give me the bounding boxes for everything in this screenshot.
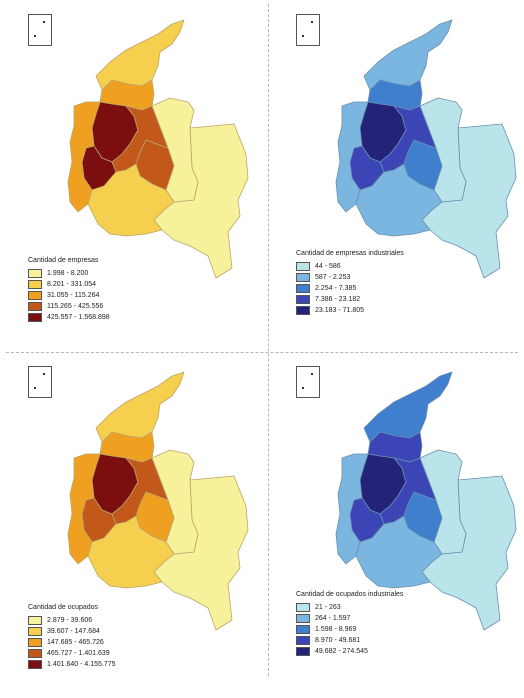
legend-label: 31.055 - 115.264 xyxy=(47,292,100,299)
legend-swatch xyxy=(28,313,42,322)
legend-swatch xyxy=(28,291,42,300)
legend-item: 115.265 - 425.556 xyxy=(28,302,138,311)
choropleth-map-ocupados xyxy=(67,371,249,631)
legend-item: 39.607 - 147.684 xyxy=(28,627,138,636)
legend-title: Cantidad de ocupados xyxy=(28,604,99,611)
legend-item: 1.998 - 8.200 xyxy=(28,269,138,278)
island-inset-box xyxy=(28,366,52,398)
legend-item: 264 - 1.597 xyxy=(296,614,406,623)
choropleth-map-empresas-industriales xyxy=(335,19,517,279)
legend-swatch xyxy=(28,269,42,278)
map-region-pacific xyxy=(67,453,101,565)
legend-item: 1.401.640 - 4.155.775 xyxy=(28,660,138,669)
island-inset-box xyxy=(296,14,320,46)
legend-label: 587 - 2.253 xyxy=(315,274,351,281)
map-legend: Cantidad de ocupados 2.879 - 39.606 39.6… xyxy=(28,603,138,671)
legend-title: Cantidad de empresas xyxy=(28,257,99,264)
legend-swatch xyxy=(296,603,310,612)
legend-item: 44 - 586 xyxy=(296,262,406,271)
map-region-caribe-n xyxy=(95,371,185,443)
legend-label: 147.685 - 465.726 xyxy=(47,639,104,646)
legend-item: 465.727 - 1.401.639 xyxy=(28,649,138,658)
map-region-south xyxy=(355,163,443,237)
legend-swatch xyxy=(296,614,310,623)
legend-swatch xyxy=(296,295,310,304)
map-region-pacific xyxy=(335,101,369,213)
legend-swatch xyxy=(296,306,310,315)
map-panel-empresas: Cantidad de empresas 1.998 - 8.200 8.201… xyxy=(2,6,264,346)
legend-swatch xyxy=(28,660,42,669)
legend-label: 264 - 1.597 xyxy=(315,615,351,622)
legend-item: 49.682 - 274.545 xyxy=(296,647,406,656)
map-region-caribe-n xyxy=(363,371,453,443)
island-inset-box xyxy=(28,14,52,46)
legend-swatch xyxy=(296,636,310,645)
legend-label: 7.386 - 23.182 xyxy=(315,296,361,303)
legend-label: 23.183 - 71.805 xyxy=(315,307,365,314)
legend-title: Cantidad de empresas industriales xyxy=(296,250,404,257)
legend-item: 425.557 - 1.568.898 xyxy=(28,313,138,322)
legend-item: 8.970 - 49.681 xyxy=(296,636,406,645)
map-region-south xyxy=(355,515,443,589)
legend-label: 465.727 - 1.401.639 xyxy=(47,650,110,657)
island-inset-box xyxy=(296,366,320,398)
legend-item: 23.183 - 71.805 xyxy=(296,306,406,315)
legend-swatch xyxy=(28,638,42,647)
legend-label: 115.265 - 425.556 xyxy=(47,303,104,310)
legend-label: 2.879 - 39.606 xyxy=(47,617,93,624)
map-panel-ocupados-industriales: Cantidad de ocupados industriales 21 - 2… xyxy=(270,358,524,698)
legend-item: 587 - 2.253 xyxy=(296,273,406,282)
choropleth-map-ocupados-industriales xyxy=(335,371,517,631)
legend-swatch xyxy=(296,273,310,282)
map-region-pacific xyxy=(67,101,101,213)
legend-swatch xyxy=(28,627,42,636)
legend-item: 2.879 - 39.606 xyxy=(28,616,138,625)
horizontal-divider xyxy=(6,352,518,353)
legend-title: Cantidad de ocupados industriales xyxy=(296,591,404,598)
legend-label: 8.970 - 49.681 xyxy=(315,637,361,644)
vertical-divider xyxy=(268,4,269,676)
legend-swatch xyxy=(296,647,310,656)
legend-label: 21 - 263 xyxy=(315,604,341,611)
legend-item: 31.055 - 115.264 xyxy=(28,291,138,300)
legend-label: 1.998 - 8.200 xyxy=(47,270,89,277)
legend-swatch xyxy=(28,302,42,311)
legend-label: 39.607 - 147.684 xyxy=(47,628,100,635)
legend-label: 8.201 - 331.054 xyxy=(47,281,97,288)
map-legend: Cantidad de empresas 1.998 - 8.200 8.201… xyxy=(28,256,138,324)
map-region-south xyxy=(87,163,175,237)
legend-item: 1.598 - 8.969 xyxy=(296,625,406,634)
legend-label: 1.598 - 8.969 xyxy=(315,626,357,633)
map-region-south xyxy=(87,515,175,589)
map-legend: Cantidad de ocupados industriales 21 - 2… xyxy=(296,590,406,658)
map-region-caribe-n xyxy=(363,19,453,91)
legend-swatch xyxy=(296,284,310,293)
legend-swatch xyxy=(296,262,310,271)
map-region-pacific xyxy=(335,453,369,565)
legend-item: 7.386 - 23.182 xyxy=(296,295,406,304)
legend-item: 147.685 - 465.726 xyxy=(28,638,138,647)
legend-swatch xyxy=(28,649,42,658)
legend-item: 21 - 263 xyxy=(296,603,406,612)
choropleth-map-empresas xyxy=(67,19,249,279)
map-region-caribe-n xyxy=(95,19,185,91)
legend-item: 2.254 - 7.385 xyxy=(296,284,406,293)
legend-label: 44 - 586 xyxy=(315,263,341,270)
legend-label: 425.557 - 1.568.898 xyxy=(47,314,110,321)
map-panel-ocupados: Cantidad de ocupados 2.879 - 39.606 39.6… xyxy=(2,358,264,698)
map-legend: Cantidad de empresas industriales 44 - 5… xyxy=(296,249,406,317)
map-panel-empresas-industriales: Cantidad de empresas industriales 44 - 5… xyxy=(270,6,524,346)
legend-label: 2.254 - 7.385 xyxy=(315,285,357,292)
legend-item: 8.201 - 331.054 xyxy=(28,280,138,289)
legend-swatch xyxy=(296,625,310,634)
legend-label: 49.682 - 274.545 xyxy=(315,648,368,655)
legend-swatch xyxy=(28,280,42,289)
legend-label: 1.401.640 - 4.155.775 xyxy=(47,661,116,668)
legend-swatch xyxy=(28,616,42,625)
